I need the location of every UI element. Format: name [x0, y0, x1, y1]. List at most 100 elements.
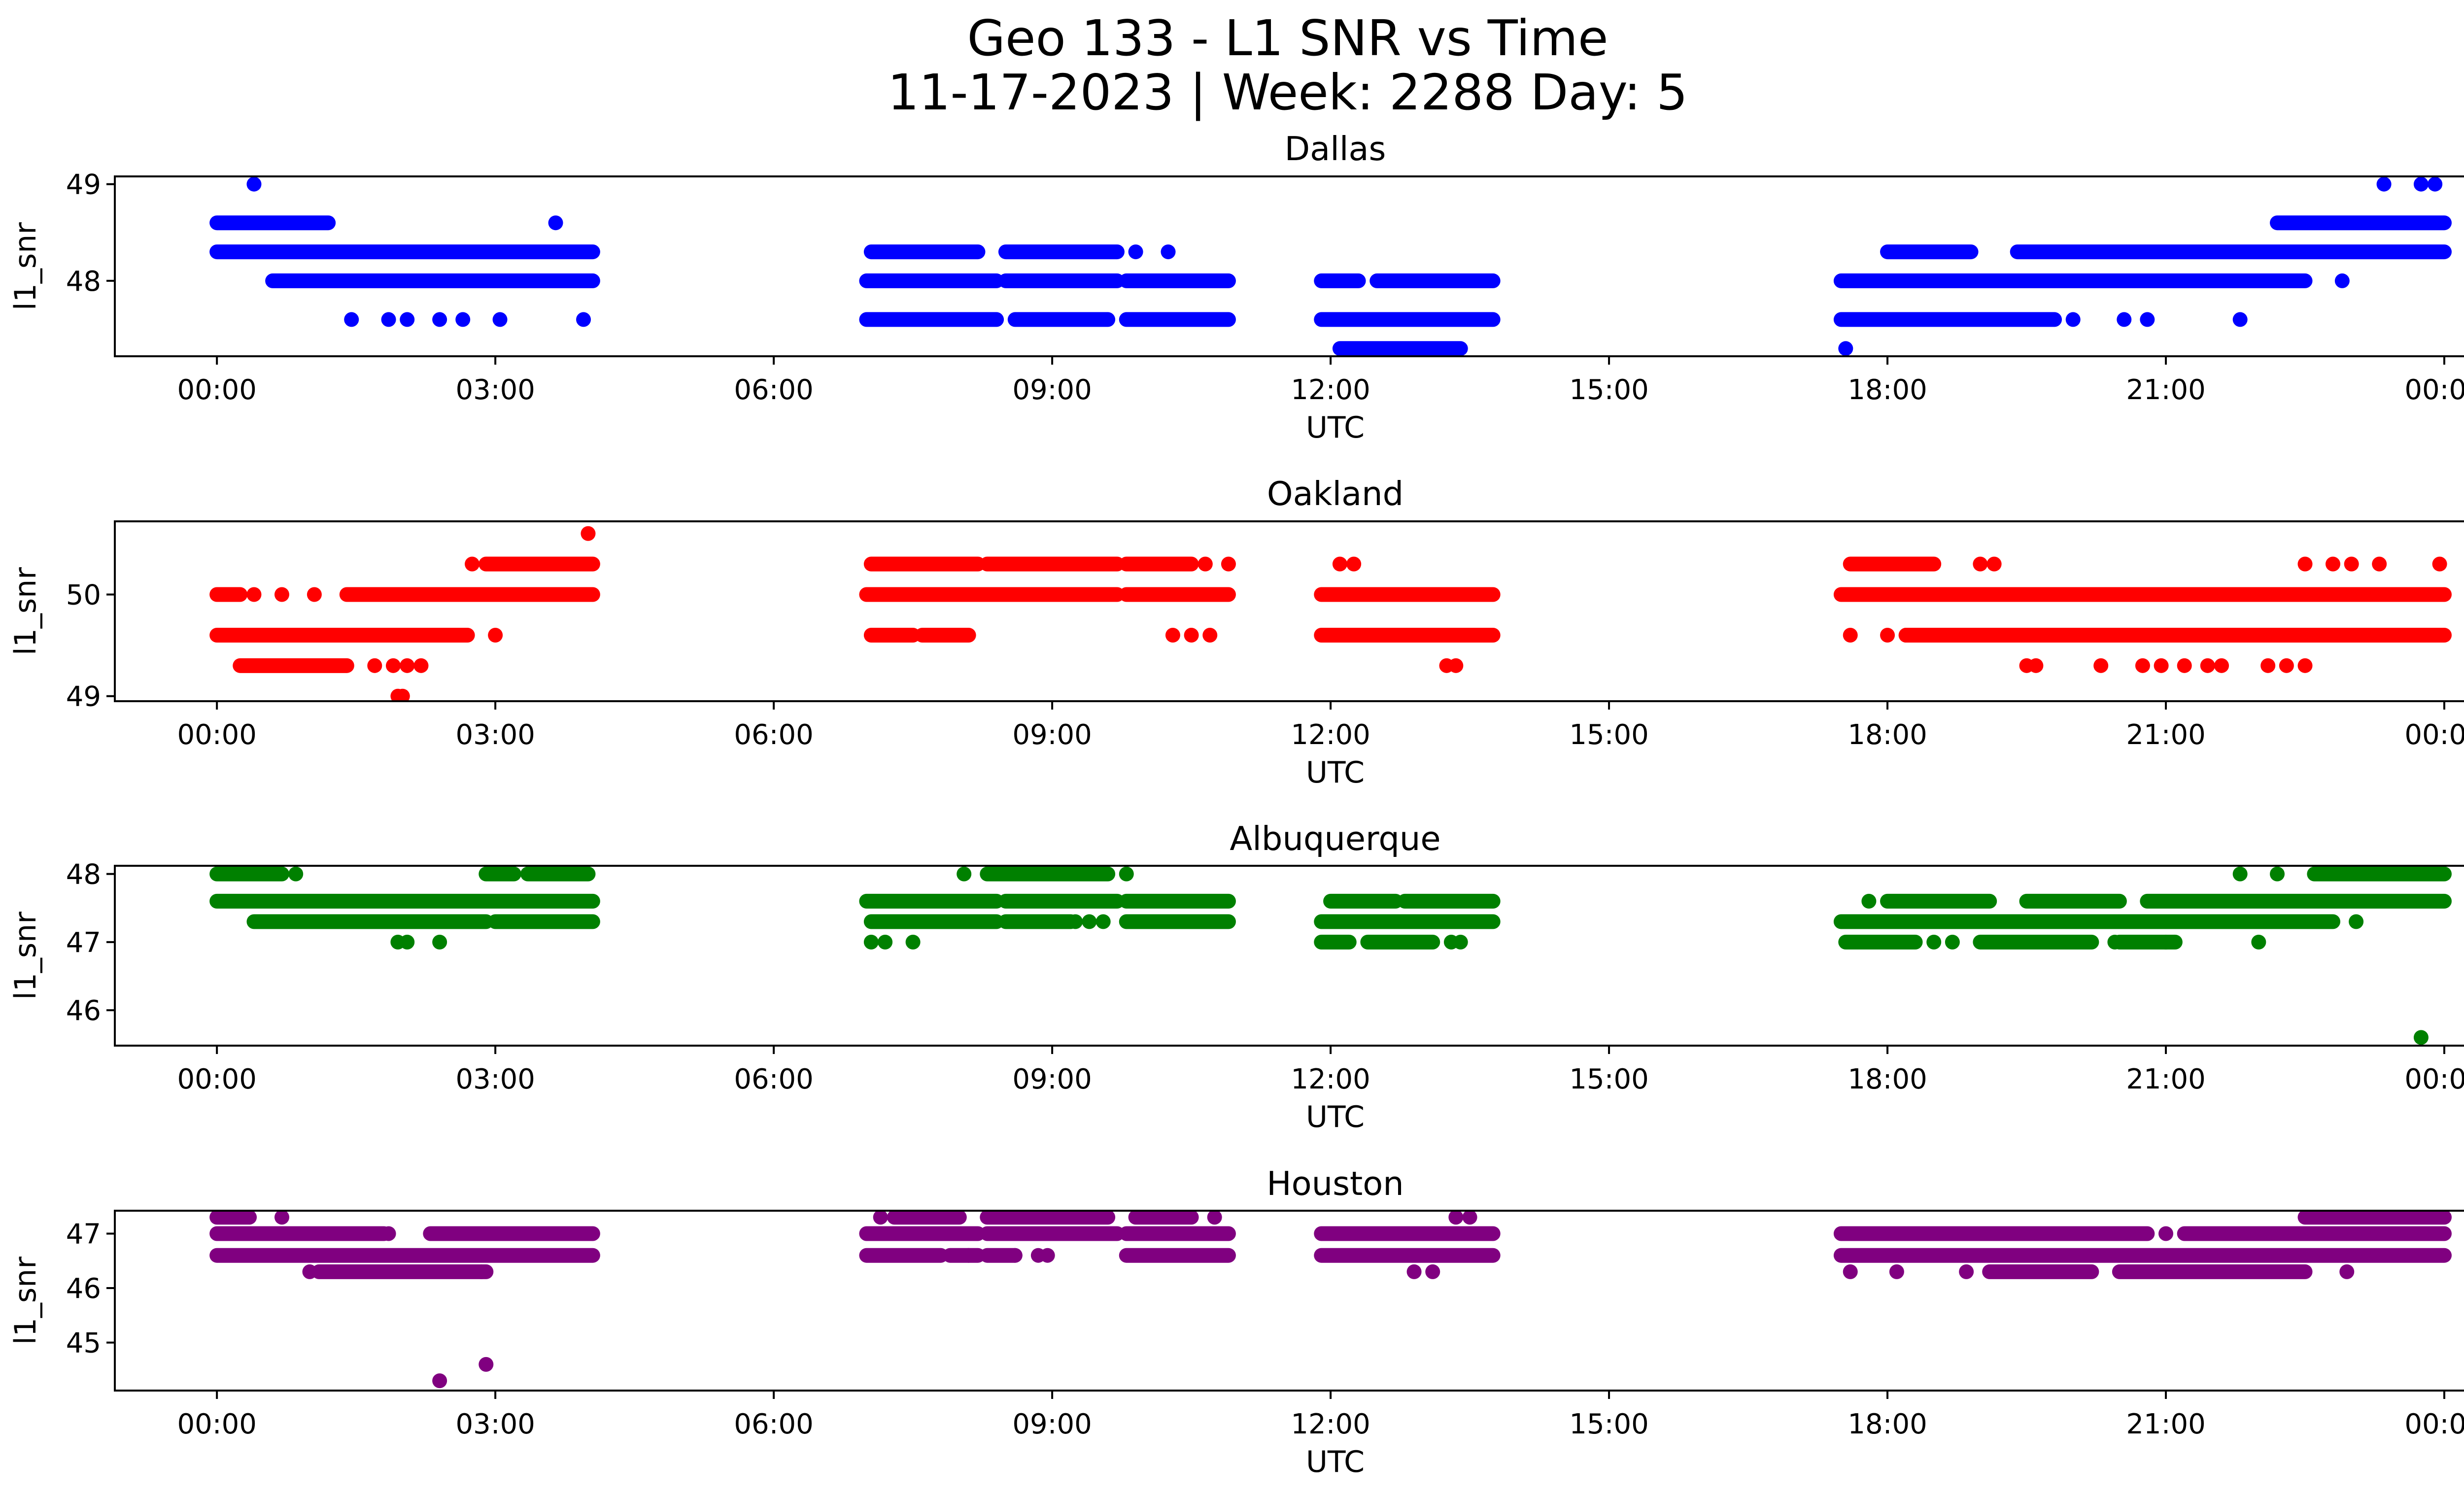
data-point [1425, 1264, 1440, 1279]
data-point [385, 658, 401, 673]
y-tick-label: 45 [66, 1327, 101, 1360]
chart-subtitle: 11-17-2023 | Week: 2288 Day: 5 [888, 64, 1687, 121]
data-point [2297, 658, 2313, 673]
panel-title: Oakland [1267, 475, 1403, 513]
data-point [1453, 934, 1468, 950]
data-point [1843, 1264, 1858, 1279]
data-point [2432, 556, 2447, 572]
data-point [2334, 273, 2350, 288]
x-tick-label: 00:00 [177, 1408, 256, 1440]
data-point [246, 176, 262, 192]
data-point [307, 587, 322, 602]
data-point [274, 1211, 289, 1225]
data-points [209, 1211, 2452, 1389]
y-tick-label: 47 [66, 927, 101, 959]
x-tick-label: 15:00 [1569, 1063, 1648, 1095]
data-point [400, 934, 415, 950]
x-tick-label: 03:00 [455, 719, 535, 751]
x-tick-label: 15:00 [1569, 1408, 1648, 1440]
data-point [1861, 893, 1877, 909]
data-point [2297, 556, 2313, 572]
data-point [474, 1264, 489, 1279]
x-tick-label: 12:00 [1291, 1408, 1370, 1440]
data-point [2376, 176, 2392, 192]
chart-panels: Dallas 00:00 03:00 06:00 09:00 12:00 15:00 18:0… [8, 130, 2464, 1479]
data-point [2413, 176, 2429, 192]
data-point [2158, 934, 2174, 950]
data-point [1165, 627, 1180, 643]
y-axis-label: l1_snr [8, 567, 43, 655]
data-point [1128, 244, 1143, 260]
data-point [1161, 244, 1176, 260]
x-tick-label: 00:00 [2404, 1063, 2464, 1095]
data-point [581, 526, 596, 541]
data-point [400, 312, 415, 327]
plot-frame [114, 1210, 2464, 1392]
data-point [344, 312, 359, 327]
data-point [1198, 556, 1213, 572]
y-tick-label: 49 [66, 169, 101, 201]
panel-title: Dallas [1285, 130, 1386, 168]
data-point [492, 312, 508, 327]
data-point [1119, 866, 1134, 882]
y-axis-label: l1_snr [8, 222, 43, 310]
y-tick-label: 50 [66, 579, 101, 611]
x-tick-label: 12:00 [1291, 1063, 1370, 1095]
data-point [1095, 914, 1111, 929]
data-point [2177, 658, 2192, 673]
x-tick-label: 06:00 [734, 1063, 813, 1095]
data-point [2339, 1264, 2355, 1279]
chart-title: Geo 133 - L1 SNR vs Time [967, 9, 1608, 67]
y-tick-label: 46 [66, 1273, 101, 1305]
data-point [2093, 658, 2109, 673]
panel-houston: Houston 00:00 03:00 06:00 09:00 12:00 15:00 18:… [8, 1164, 2464, 1479]
x-axis-label: UTC [1306, 410, 1365, 445]
x-tick-label: 09:00 [1012, 719, 1092, 751]
x-tick-label: 00:00 [2404, 374, 2464, 406]
data-point [1406, 1264, 1422, 1279]
data-point [1346, 556, 1362, 572]
data-point [2200, 658, 2215, 673]
x-tick-label: 21:00 [2126, 719, 2205, 751]
x-tick-label: 21:00 [2126, 1063, 2205, 1095]
data-point [367, 658, 382, 673]
data-points [209, 176, 2452, 356]
data-point [1959, 1264, 1974, 1279]
data-point [381, 1226, 396, 1241]
data-point [432, 312, 447, 327]
x-tick-label: 18:00 [1848, 1408, 1927, 1440]
plot-frame [114, 520, 2464, 702]
data-point [1926, 934, 1942, 950]
data-point [878, 934, 893, 950]
data-point [2279, 658, 2294, 673]
data-point [274, 587, 289, 602]
data-point [1898, 627, 1914, 643]
data-point [400, 658, 415, 673]
x-tick-label: 21:00 [2126, 374, 2205, 406]
data-point [2349, 914, 2364, 929]
data-point [2372, 556, 2387, 572]
data-point [1332, 556, 1347, 572]
x-tick-label: 12:00 [1291, 719, 1370, 751]
data-point [432, 934, 447, 950]
data-point [2260, 658, 2276, 673]
data-point [1040, 1248, 1055, 1263]
data-point [1007, 1248, 1023, 1263]
data-point [1207, 1211, 1222, 1225]
data-point [2065, 312, 2081, 327]
x-axis-label: UTC [1306, 1100, 1365, 1134]
data-point [2344, 556, 2359, 572]
x-tick-label: 06:00 [734, 1408, 813, 1440]
data-point [957, 866, 972, 882]
data-point [2158, 1226, 2174, 1241]
x-tick-label: 12:00 [1291, 374, 1370, 406]
x-tick-label: 00:00 [177, 374, 256, 406]
x-tick-label: 00:00 [2404, 1408, 2464, 1440]
panel-title: Albuquerque [1230, 819, 1440, 858]
x-tick-label: 00:00 [177, 1063, 256, 1095]
data-point [1448, 658, 1464, 673]
data-point [2413, 1030, 2429, 1045]
data-point [2214, 658, 2229, 673]
x-tick-label: 09:00 [1012, 1063, 1092, 1095]
x-tick-label: 18:00 [1848, 1063, 1927, 1095]
